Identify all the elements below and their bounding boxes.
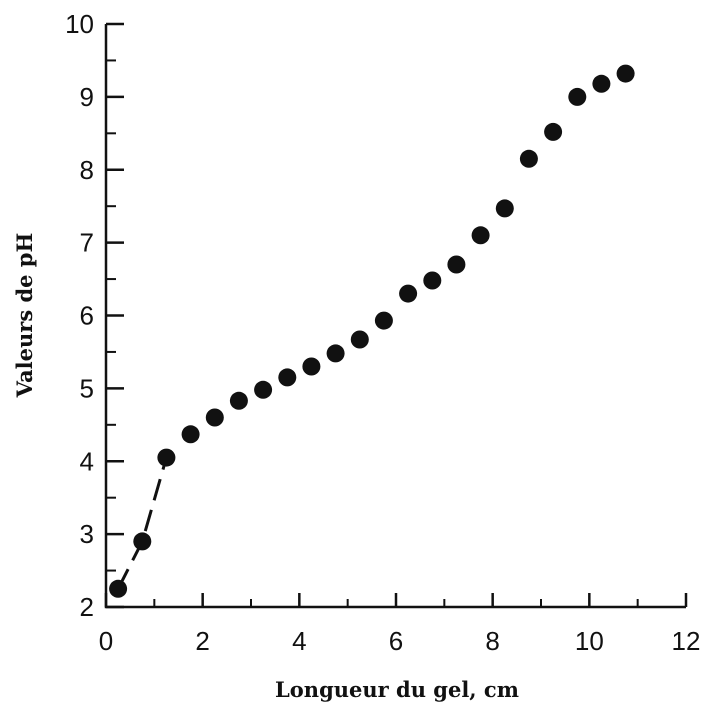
y-tick-label: 7 — [80, 228, 94, 258]
data-point — [399, 284, 418, 303]
x-tick-label: 6 — [389, 626, 403, 656]
data-point — [519, 149, 538, 168]
data-point — [326, 344, 345, 363]
data-point — [544, 122, 563, 141]
data-point — [592, 74, 611, 93]
data-point — [374, 311, 393, 330]
x-tick-label: 10 — [575, 626, 604, 656]
data-points — [109, 64, 635, 598]
data-point — [181, 425, 200, 444]
x-axis-title: Longueur du gel, cm — [275, 677, 519, 702]
axes — [104, 24, 686, 609]
x-tick-label: 2 — [195, 626, 209, 656]
data-point — [109, 579, 128, 598]
data-point — [157, 448, 176, 467]
y-tick-label: 5 — [80, 373, 94, 403]
data-point — [471, 226, 490, 245]
data-point — [423, 271, 442, 290]
data-point — [254, 380, 273, 399]
data-point — [447, 255, 466, 274]
y-tick-label: 9 — [80, 82, 94, 112]
y-tick-label: 2 — [80, 592, 94, 622]
y-tick-label: 3 — [80, 519, 94, 549]
x-tick-label: 12 — [672, 626, 701, 656]
y-axis-title: Valeurs de pH — [12, 233, 37, 399]
y-tick-label: 6 — [80, 301, 94, 331]
data-point — [205, 408, 224, 427]
data-point — [229, 391, 248, 410]
data-point — [302, 357, 321, 376]
x-tick-label: 8 — [485, 626, 499, 656]
data-point — [278, 368, 297, 387]
dashed-fit-line — [116, 457, 168, 590]
data-point — [350, 330, 369, 349]
ticks — [104, 22, 688, 609]
data-point — [495, 199, 514, 218]
data-point — [133, 532, 152, 551]
y-tick-label: 4 — [80, 446, 94, 476]
data-point — [616, 64, 635, 83]
y-tick-label: 10 — [65, 9, 94, 39]
y-tick-label: 8 — [80, 155, 94, 185]
axis-lines — [104, 24, 686, 609]
data-point — [568, 87, 587, 106]
x-tick-label: 0 — [99, 626, 113, 656]
x-tick-label: 4 — [292, 626, 306, 656]
